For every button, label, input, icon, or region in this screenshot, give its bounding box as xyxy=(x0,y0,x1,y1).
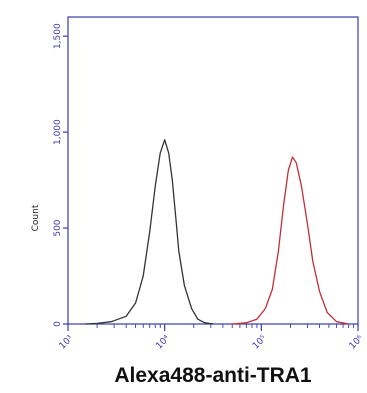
series-line-1 xyxy=(84,139,214,325)
plot-frame xyxy=(67,16,359,325)
x-axis-label: Alexa488-anti-TRA1 xyxy=(114,364,312,387)
x-tick-label: 10³ xyxy=(58,333,76,351)
y-axis-label: Count xyxy=(31,204,41,231)
x-tick-label: 10⁴ xyxy=(154,333,172,351)
y-axis-ticks: 0 500 1,000 1,500 xyxy=(53,23,68,327)
y-tick-label: 500 xyxy=(53,219,63,236)
y-tick-label: 1,000 xyxy=(53,119,63,145)
y-tick-label: 1,500 xyxy=(53,23,63,49)
x-tick-label: 10⁶ xyxy=(348,333,366,351)
series-layer xyxy=(84,139,349,325)
x-axis-ticks: 10³ 10⁴ 10⁵ 10⁶ xyxy=(58,324,366,351)
x-tick-label: 10⁵ xyxy=(251,333,269,351)
series-line-2 xyxy=(232,156,349,325)
y-tick-label: 0 xyxy=(53,321,63,327)
